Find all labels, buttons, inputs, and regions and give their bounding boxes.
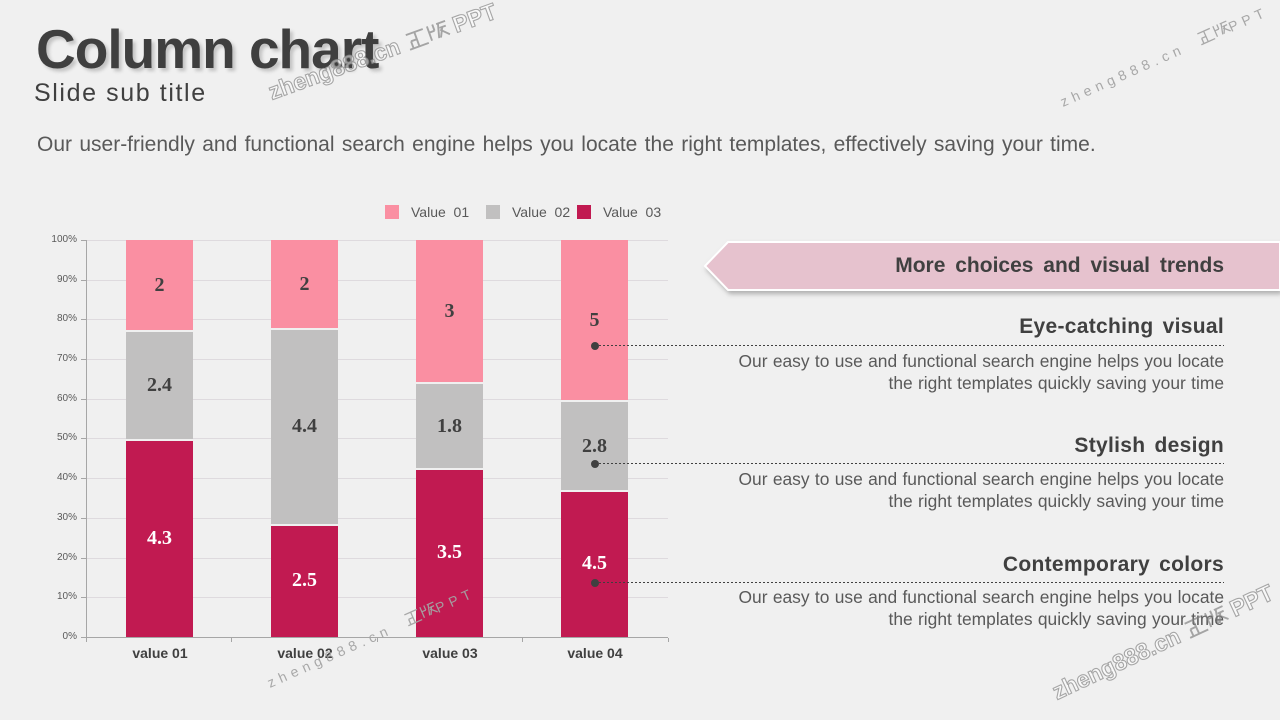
svg-text:zheng888.cn: zheng888.cn: [1058, 40, 1188, 110]
svg-text:PPT: PPT: [449, 0, 500, 38]
svg-text:PPT: PPT: [1226, 3, 1271, 35]
svg-text:PPT: PPT: [1226, 579, 1278, 621]
svg-text:PPT: PPT: [433, 584, 478, 616]
svg-text:zheng888.cn: zheng888.cn: [265, 621, 395, 691]
svg-text:zheng888.cn: zheng888.cn: [265, 33, 404, 105]
svg-text:zheng888.cn: zheng888.cn: [1048, 623, 1184, 705]
